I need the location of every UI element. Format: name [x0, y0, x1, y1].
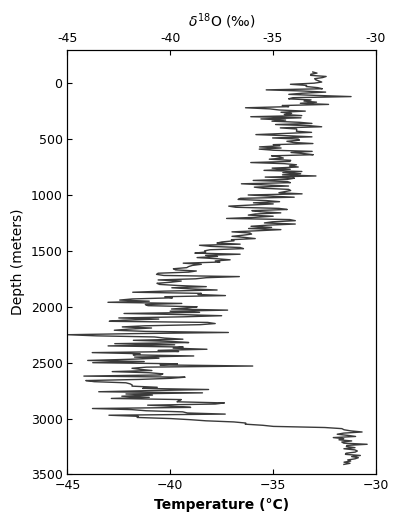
X-axis label: $\delta^{18}$O (‰): $\delta^{18}$O (‰)	[188, 11, 256, 31]
Y-axis label: Depth (meters): Depth (meters)	[11, 209, 25, 315]
X-axis label: Temperature (°C): Temperature (°C)	[154, 498, 289, 512]
